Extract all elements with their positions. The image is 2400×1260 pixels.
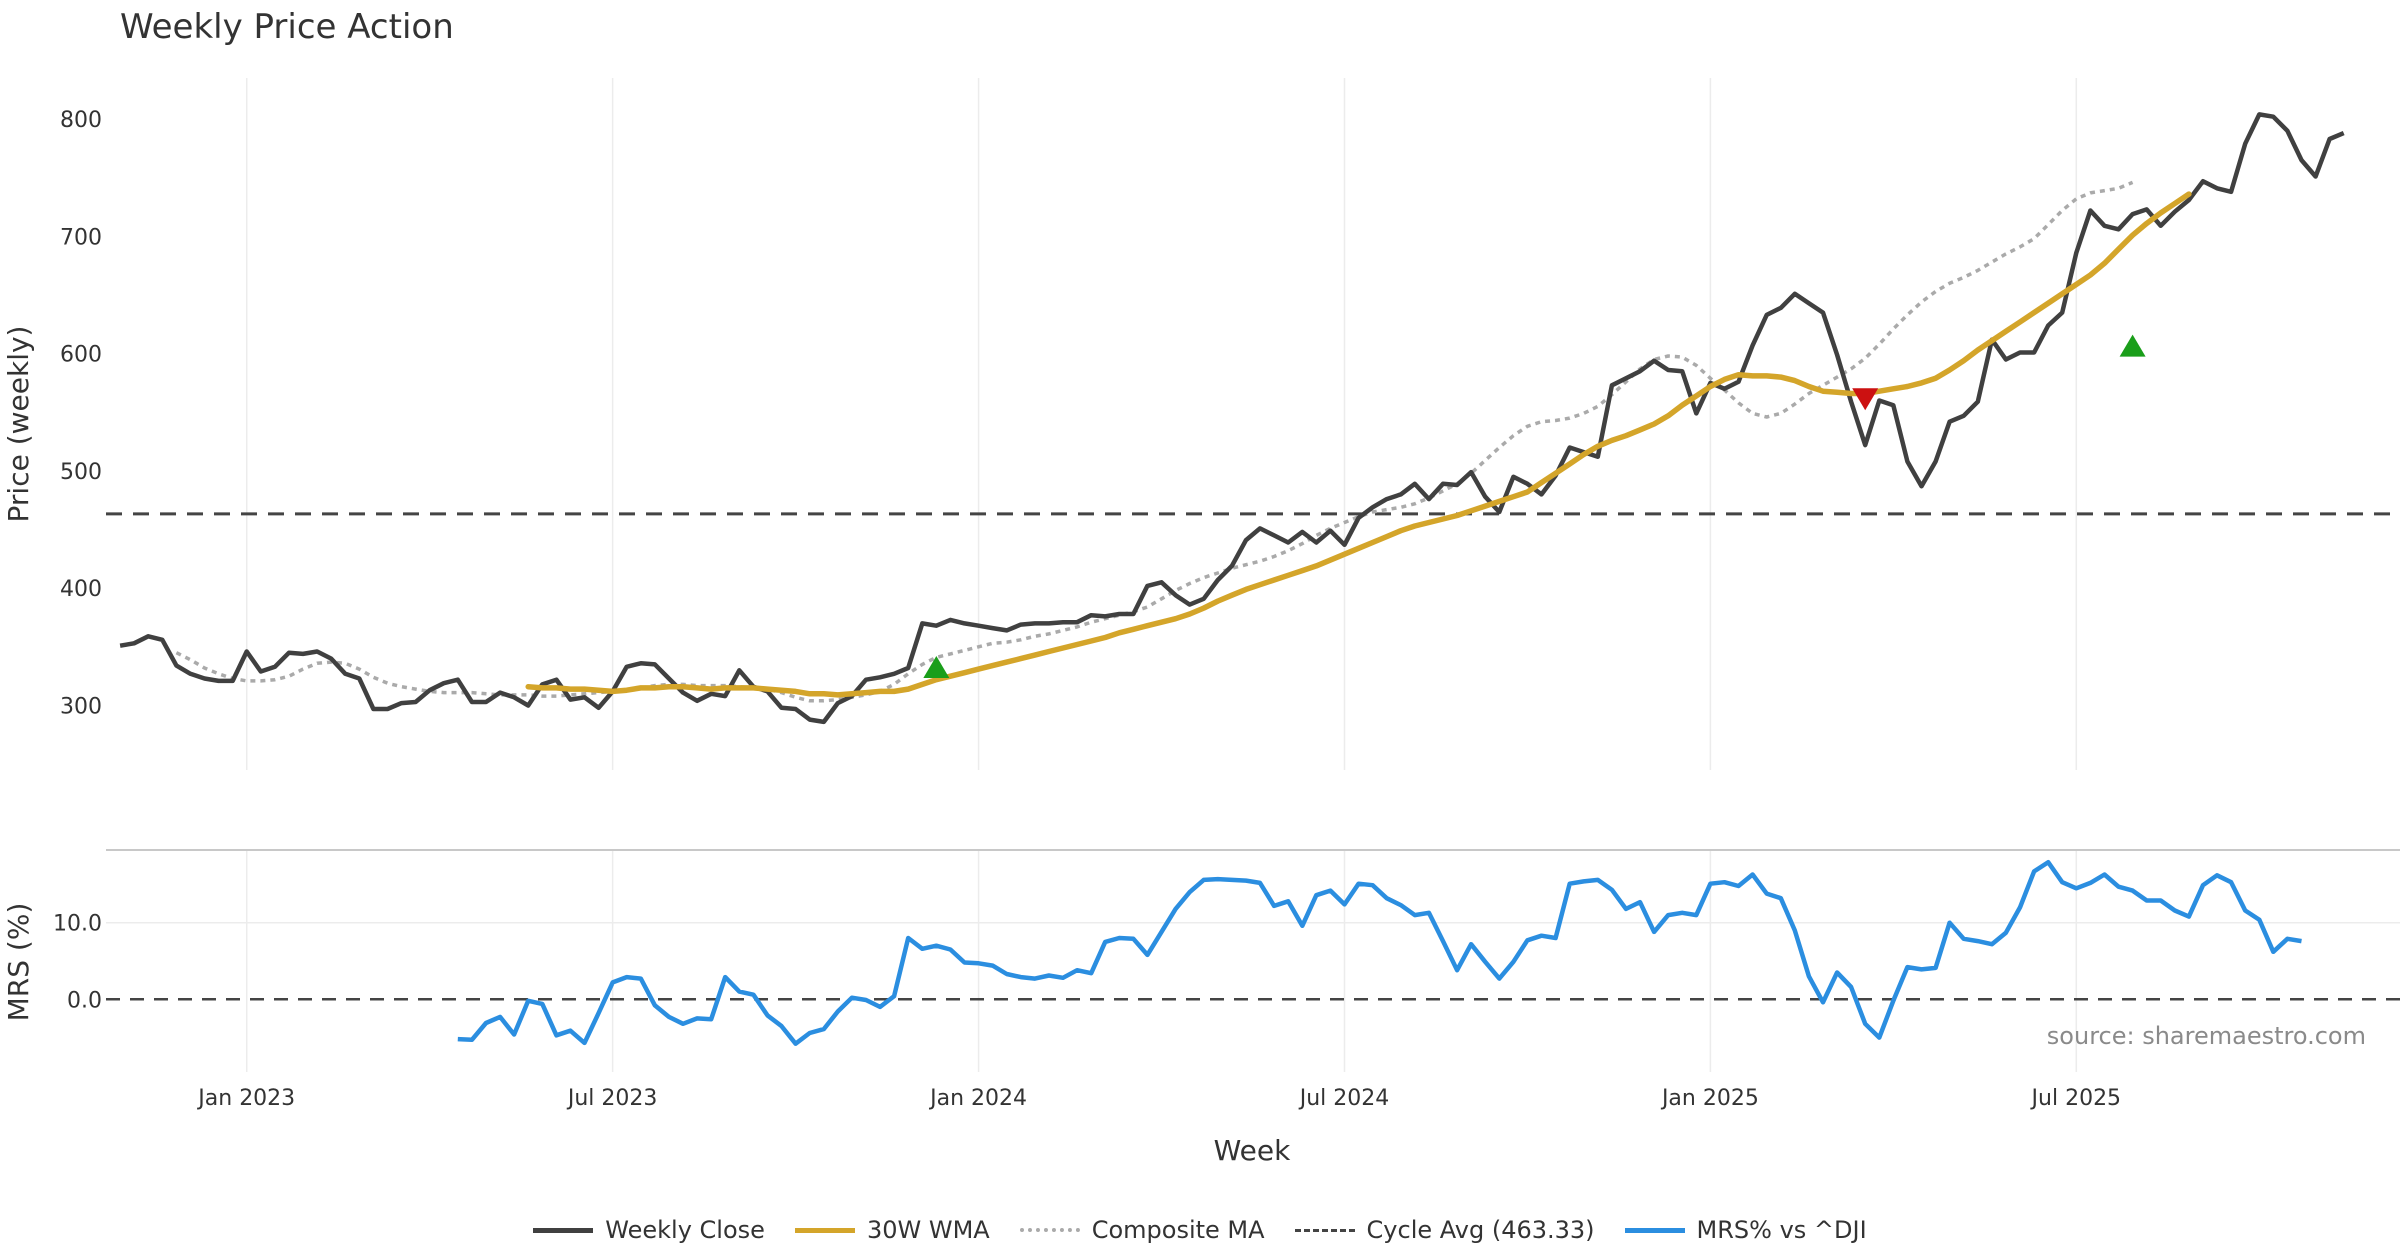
mrs-y-tick-label: 0.0: [67, 988, 102, 1013]
legend-label: 30W WMA: [866, 1216, 990, 1244]
mrs-y-tick-label: 10.0: [53, 912, 102, 937]
price-y-tick-label: 600: [60, 343, 102, 368]
chart-legend: Weekly Close 30W WMA Composite MA Cycle …: [0, 1212, 2400, 1248]
price-y-tick-label: 500: [60, 460, 102, 485]
price-y-tick-label: 400: [60, 577, 102, 602]
legend-swatch: [1624, 1227, 1685, 1233]
legend-item-30w-wma: 30W WMA: [794, 1216, 990, 1244]
x-axis-label: Week: [1214, 1134, 1291, 1167]
price-y-axis-label: Price (weekly): [2, 326, 35, 523]
x-tick-label: Jul 2025: [2030, 1086, 2122, 1111]
legend-item-weekly-close: Weekly Close: [533, 1216, 765, 1244]
x-tick-label: Jul 2024: [1298, 1086, 1390, 1111]
chart-title: Weekly Price Action: [120, 7, 454, 47]
legend-swatch: [794, 1227, 855, 1233]
legend-item-mrs: MRS% vs ^DJI: [1624, 1216, 1867, 1244]
legend-label: Cycle Avg (463.33): [1366, 1216, 1595, 1244]
x-tick-label: Jan 2025: [1660, 1086, 1759, 1111]
legend-label: Composite MA: [1091, 1216, 1265, 1244]
price-y-tick-label: 800: [60, 108, 102, 133]
x-tick-label: Jan 2023: [196, 1086, 295, 1111]
mrs-line: [457, 859, 2302, 1046]
price-y-tick-label: 700: [60, 225, 102, 250]
buy-signal-marker: [923, 655, 950, 678]
mrs-y-axis-label: MRS (%): [2, 903, 35, 1022]
legend-swatch: [1294, 1228, 1355, 1232]
legend-item-composite-ma: Composite MA: [1019, 1216, 1265, 1244]
legend-label: Weekly Close: [605, 1216, 765, 1244]
buy-signal-marker: [2119, 334, 2146, 357]
legend-swatch: [533, 1227, 594, 1233]
sell-signal-marker: [1852, 388, 1879, 411]
legend-label: MRS% vs ^DJI: [1696, 1216, 1867, 1244]
source-attribution: source: sharemaestro.com: [2047, 1022, 2366, 1050]
wma-30-line: [525, 191, 2192, 698]
legend-item-cycle-avg: Cycle Avg (463.33): [1294, 1216, 1595, 1244]
legend-swatch: [1019, 1228, 1080, 1232]
weekly-close-line: [119, 112, 2345, 725]
x-tick-label: Jan 2024: [928, 1086, 1027, 1111]
x-tick-label: Jul 2023: [566, 1086, 658, 1111]
price-y-tick-label: 300: [60, 694, 102, 719]
